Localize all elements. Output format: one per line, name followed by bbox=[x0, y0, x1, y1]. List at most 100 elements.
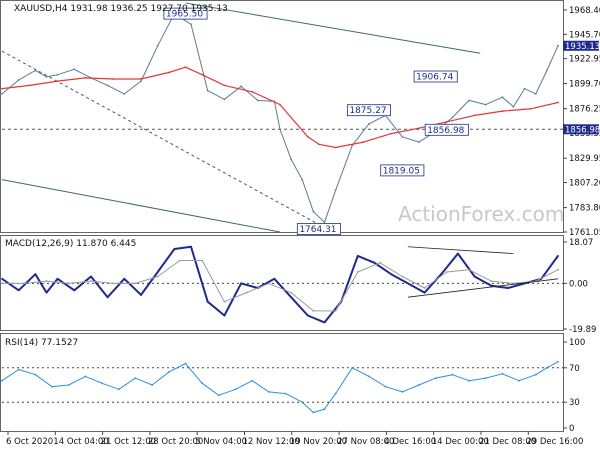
macd-y-ticks: 18.07 0.00 -19.89 bbox=[563, 238, 596, 335]
series-point bbox=[557, 255, 559, 257]
series-point bbox=[507, 287, 509, 289]
price-panel-frame bbox=[0, 0, 564, 233]
series-point bbox=[534, 93, 537, 95]
x-tick-label: 6 Oct 2020 bbox=[6, 437, 53, 447]
series-point bbox=[34, 273, 37, 276]
series-point bbox=[56, 73, 59, 76]
price-trendlines bbox=[1, 2, 481, 233]
series-point bbox=[1, 93, 3, 95]
series-point bbox=[312, 310, 315, 312]
series-point bbox=[45, 291, 48, 294]
series-point bbox=[245, 291, 248, 294]
macd-panel-title: MACD(12,26,9) 11.870 6.445 bbox=[5, 239, 136, 249]
series-point bbox=[173, 248, 176, 250]
y-tick-label: 1876.25 bbox=[569, 105, 600, 115]
series-point bbox=[490, 280, 493, 282]
y-tick-label: 1922.95 bbox=[569, 55, 600, 65]
y-tick-label: 1968.40 bbox=[569, 6, 600, 16]
series-point bbox=[156, 44, 159, 47]
series-point bbox=[273, 277, 276, 280]
annotation-box bbox=[424, 123, 469, 136]
series-point bbox=[28, 84, 31, 87]
series-point bbox=[290, 158, 292, 161]
series-point bbox=[1, 277, 3, 280]
series-point bbox=[184, 362, 187, 365]
series-point bbox=[523, 87, 526, 90]
y-tick-label: 18.07 bbox=[569, 238, 593, 248]
series-point bbox=[268, 391, 270, 393]
price-tag-label: 1856.98 bbox=[565, 125, 600, 135]
series-point bbox=[334, 310, 337, 312]
x-tick-label: 5 Nov 04:00 bbox=[195, 437, 247, 447]
price-series bbox=[1, 12, 559, 224]
series-point bbox=[473, 275, 476, 278]
series-point bbox=[323, 221, 326, 224]
series-point bbox=[167, 371, 170, 373]
price-tag-box bbox=[563, 40, 599, 51]
series-point bbox=[501, 372, 504, 375]
series-point bbox=[184, 66, 187, 69]
series-point bbox=[17, 368, 20, 371]
series-point bbox=[112, 78, 115, 80]
series-point bbox=[201, 382, 204, 385]
series-point bbox=[240, 282, 243, 285]
series-point bbox=[468, 268, 470, 271]
series-point bbox=[73, 68, 76, 71]
annotation-label: 1906.74 bbox=[416, 73, 453, 83]
series-point bbox=[17, 289, 20, 292]
price-tag-box bbox=[563, 124, 599, 135]
series-point bbox=[268, 282, 270, 285]
rsi-y-ticks: 100 70 30 0 bbox=[563, 338, 585, 434]
y-tick-label: 1945.70 bbox=[569, 30, 600, 40]
series-point bbox=[407, 282, 409, 285]
series-point bbox=[45, 75, 48, 78]
series-point bbox=[512, 105, 515, 108]
series-point bbox=[17, 79, 20, 81]
y-tick-label: 30 bbox=[569, 398, 580, 408]
series-point bbox=[290, 296, 292, 299]
series-point bbox=[368, 375, 370, 378]
x-tick-label: 21 Dec 08:00 bbox=[479, 437, 536, 447]
x-tick-label: 28 Oct 20:00 bbox=[148, 437, 203, 447]
series-point bbox=[534, 373, 537, 376]
series-point bbox=[301, 178, 304, 181]
rsi-grid bbox=[2, 367, 563, 403]
series-point bbox=[557, 44, 559, 47]
series-point bbox=[557, 101, 559, 104]
series-point bbox=[1, 87, 3, 90]
trendline bbox=[185, 2, 481, 54]
series-point bbox=[434, 377, 437, 379]
series-point bbox=[223, 314, 226, 317]
series-point bbox=[356, 255, 359, 257]
series-point bbox=[373, 261, 376, 264]
series-point bbox=[51, 385, 53, 388]
price-annotations: 1965.50 1764.31 1875.27 1819.05 1906.74 1856.… bbox=[163, 7, 469, 235]
y-tick-label: 1807.20 bbox=[569, 179, 600, 189]
y-tick-label: 0 bbox=[569, 424, 574, 434]
series-point bbox=[179, 259, 181, 262]
annotation-label: 1965.50 bbox=[166, 10, 203, 20]
series-point bbox=[379, 261, 381, 264]
series-point bbox=[56, 80, 59, 82]
series-point bbox=[445, 271, 448, 273]
series-line-0 bbox=[1, 13, 559, 223]
x-tick-label: 27 Nov 08:00 bbox=[337, 437, 394, 447]
series-point bbox=[557, 268, 559, 271]
series-point bbox=[334, 146, 337, 149]
series-point bbox=[362, 141, 365, 144]
macd-pattern-upper bbox=[407, 246, 514, 255]
series-point bbox=[156, 271, 159, 273]
series-line-1 bbox=[2, 260, 559, 312]
x-tick-label: 12 Nov 12:00 bbox=[243, 437, 300, 447]
series-point bbox=[501, 110, 504, 112]
series-point bbox=[323, 408, 326, 410]
series-point bbox=[418, 141, 420, 144]
series-point bbox=[279, 128, 281, 131]
series-point bbox=[484, 103, 487, 106]
y-tick-label: -19.89 bbox=[569, 325, 596, 335]
annotation-box bbox=[413, 70, 458, 83]
trendline bbox=[1, 50, 320, 225]
series-point bbox=[451, 373, 454, 376]
series-point bbox=[123, 93, 126, 95]
